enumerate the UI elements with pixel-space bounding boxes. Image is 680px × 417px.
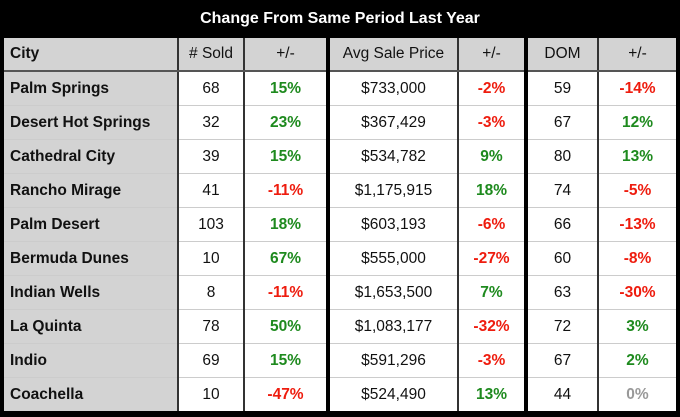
cell-dom: 74 — [526, 173, 599, 208]
table-row: Cathedral City 39 15% $534,782 9% 80 13% — [4, 139, 676, 174]
cell-city: La Quinta — [4, 309, 179, 344]
header-dom: DOM — [526, 38, 599, 72]
header-dom-change: +/- — [598, 38, 676, 72]
cell-city: Cathedral City — [4, 139, 179, 174]
table-row: Palm Desert 103 18% $603,193 -6% 66 -13% — [4, 207, 676, 242]
table-row: Desert Hot Springs 32 23% $367,429 -3% 67 12% — [4, 105, 676, 140]
cell-dom-change: 2% — [598, 343, 676, 378]
header-city: City — [4, 38, 179, 72]
cell-city: Palm Springs — [4, 71, 179, 106]
cell-dom-change: 12% — [598, 105, 676, 140]
cell-sold-change: 67% — [244, 241, 330, 276]
cell-city: Palm Desert — [4, 207, 179, 242]
cell-dom: 60 — [526, 241, 599, 276]
cell-dom: 66 — [526, 207, 599, 242]
cell-city: Indian Wells — [4, 275, 179, 310]
cell-sold-change: -11% — [244, 173, 330, 208]
cell-avg-price: $534,782 — [328, 139, 459, 174]
cell-dom-change: 13% — [598, 139, 676, 174]
table-row: Palm Springs 68 15% $733,000 -2% 59 -14% — [4, 71, 676, 106]
cell-price-change: 13% — [458, 377, 528, 411]
cell-dom-change: -5% — [598, 173, 676, 208]
cell-price-change: -3% — [458, 343, 528, 378]
cell-price-change: -6% — [458, 207, 528, 242]
cell-sold: 41 — [178, 173, 245, 208]
cell-sold: 69 — [178, 343, 245, 378]
cell-dom: 67 — [526, 343, 599, 378]
cell-sold: 8 — [178, 275, 245, 310]
cell-price-change: -2% — [458, 71, 528, 106]
header-row: City # Sold +/- Avg Sale Price +/- DOM +/- — [4, 38, 676, 72]
cell-dom: 63 — [526, 275, 599, 310]
cell-avg-price: $733,000 — [328, 71, 459, 106]
header-sold-change: +/- — [244, 38, 330, 72]
cell-sold-change: 15% — [244, 139, 330, 174]
cell-sold: 39 — [178, 139, 245, 174]
cell-city: Bermuda Dunes — [4, 241, 179, 276]
stats-table: City # Sold +/- Avg Sale Price +/- DOM +/- Pal… — [4, 38, 676, 411]
cell-price-change: 7% — [458, 275, 528, 310]
cell-sold-change: -11% — [244, 275, 330, 310]
table-row: Coachella 10 -47% $524,490 13% 44 0% — [4, 377, 676, 411]
cell-avg-price: $1,175,915 — [328, 173, 459, 208]
cell-price-change: 9% — [458, 139, 528, 174]
cell-sold-change: 23% — [244, 105, 330, 140]
cell-dom-change: -14% — [598, 71, 676, 106]
cell-dom-change: -8% — [598, 241, 676, 276]
cell-dom: 44 — [526, 377, 599, 411]
cell-dom: 80 — [526, 139, 599, 174]
cell-avg-price: $524,490 — [328, 377, 459, 411]
cell-sold-change: 15% — [244, 71, 330, 106]
cell-sold-change: 50% — [244, 309, 330, 344]
cell-dom-change: 3% — [598, 309, 676, 344]
table-title: Change From Same Period Last Year — [200, 10, 480, 27]
cell-sold-change: 15% — [244, 343, 330, 378]
cell-sold-change: -47% — [244, 377, 330, 411]
header-sold: # Sold — [178, 38, 245, 72]
cell-dom-change: 0% — [626, 385, 649, 403]
table-row: Indian Wells 8 -11% $1,653,500 7% 63 -30% — [4, 275, 676, 310]
cell-dom: 67 — [526, 105, 599, 140]
header-avg-price: Avg Sale Price — [328, 38, 459, 72]
cell-city: Rancho Mirage — [4, 173, 179, 208]
cell-price-change: -3% — [458, 105, 528, 140]
cell-sold-change: 18% — [244, 207, 330, 242]
cell-sold: 10 — [178, 241, 245, 276]
cell-city: Coachella — [4, 377, 179, 411]
table-row: Bermuda Dunes 10 67% $555,000 -27% 60 -8% — [4, 241, 676, 276]
cell-avg-price: $1,653,500 — [328, 275, 459, 310]
table-row: Rancho Mirage 41 -11% $1,175,915 18% 74 -5% — [4, 173, 676, 208]
cell-avg-price: $367,429 — [328, 105, 459, 140]
cell-sold: 103 — [178, 207, 245, 242]
table-row: Indio 69 15% $591,296 -3% 67 2% — [4, 343, 676, 378]
cell-dom: 72 — [526, 309, 599, 344]
cell-dom-change: -13% — [598, 207, 676, 242]
cell-dom: 59 — [526, 71, 599, 106]
cell-price-change: -32% — [458, 309, 528, 344]
header-price-change: +/- — [458, 38, 528, 72]
cell-city: Indio — [4, 343, 179, 378]
cell-price-change: -27% — [458, 241, 528, 276]
table-row: La Quinta 78 50% $1,083,177 -32% 72 3% — [4, 309, 676, 344]
cell-sold: 10 — [178, 377, 245, 411]
cell-city: Desert Hot Springs — [4, 105, 179, 140]
cell-price-change: 18% — [458, 173, 528, 208]
cell-avg-price: $591,296 — [328, 343, 459, 378]
cell-avg-price: $555,000 — [328, 241, 459, 276]
cell-avg-price: $603,193 — [328, 207, 459, 242]
cell-sold: 78 — [178, 309, 245, 344]
cell-dom-change: -30% — [598, 275, 676, 310]
cell-sold: 32 — [178, 105, 245, 140]
cell-avg-price: $1,083,177 — [328, 309, 459, 344]
cell-sold: 68 — [178, 71, 245, 106]
